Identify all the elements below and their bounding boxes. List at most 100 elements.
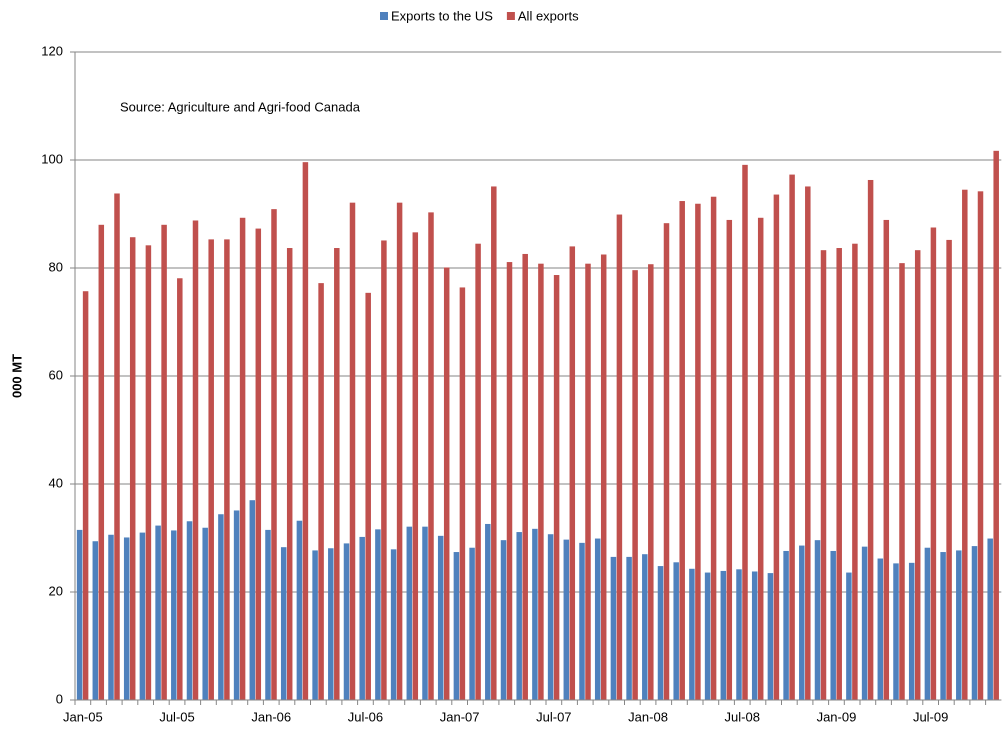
bar — [689, 568, 695, 700]
bar — [585, 263, 591, 700]
bar — [202, 527, 208, 700]
x-tick-label: Jan-06 — [251, 709, 291, 724]
bar — [767, 573, 774, 700]
bar — [877, 558, 884, 700]
bar — [861, 546, 868, 700]
bar — [773, 194, 780, 700]
bar — [626, 556, 632, 700]
bar — [365, 292, 371, 700]
y-tick-label: 120 — [41, 43, 63, 58]
bar — [805, 186, 811, 700]
bar — [349, 202, 356, 700]
bar — [726, 219, 733, 700]
bar — [789, 174, 795, 700]
bar — [940, 552, 946, 700]
bar — [594, 538, 601, 700]
bar — [836, 248, 842, 700]
bar — [710, 196, 717, 700]
bar — [720, 570, 727, 700]
bar — [914, 250, 921, 700]
bar — [799, 545, 805, 700]
bar — [751, 571, 758, 700]
bar — [516, 532, 522, 700]
bar — [437, 535, 444, 700]
bar — [396, 202, 403, 700]
x-tick-label: Jul-09 — [913, 709, 948, 724]
bar — [783, 550, 789, 700]
bar — [177, 278, 183, 700]
bar — [579, 542, 585, 700]
bar — [924, 547, 931, 700]
y-tick-label: 40 — [49, 475, 63, 490]
bar — [161, 224, 167, 701]
bar — [312, 550, 318, 700]
bar — [92, 541, 99, 700]
x-tick-label: Jan-09 — [817, 709, 857, 724]
x-tick-label: Jul-08 — [725, 709, 760, 724]
bar — [280, 547, 287, 700]
bar — [506, 262, 513, 700]
bar — [846, 572, 852, 700]
bar — [381, 240, 387, 700]
bar — [742, 164, 748, 701]
bar — [569, 246, 576, 700]
bar — [893, 563, 899, 700]
bar — [962, 189, 968, 700]
bar — [453, 552, 460, 700]
bar — [899, 263, 905, 700]
bar — [475, 243, 481, 700]
bar — [820, 250, 827, 700]
bar — [663, 223, 670, 700]
bar — [76, 529, 83, 700]
bar — [114, 193, 120, 701]
bar — [98, 224, 105, 701]
bar — [412, 232, 419, 701]
bar — [553, 275, 560, 700]
bar — [406, 526, 413, 700]
bar — [328, 548, 334, 700]
bar — [129, 237, 136, 700]
bar — [491, 186, 497, 700]
bar — [757, 217, 764, 700]
annotation: Source: Agriculture and Agri-food Canada — [120, 99, 361, 114]
bar — [459, 287, 466, 700]
legend-swatch — [380, 12, 388, 20]
bar — [642, 554, 648, 700]
bar — [249, 500, 256, 700]
bar — [145, 245, 152, 700]
bar — [648, 264, 654, 700]
bar — [286, 248, 293, 700]
bar — [428, 212, 434, 700]
bar — [616, 214, 623, 701]
bar — [500, 540, 507, 700]
bar — [485, 523, 491, 700]
bar — [218, 514, 224, 700]
bar — [233, 510, 240, 700]
bar — [186, 521, 193, 700]
bar — [155, 525, 161, 700]
bar — [610, 556, 617, 700]
y-tick-label: 60 — [49, 367, 63, 382]
bar — [563, 539, 570, 700]
bar — [390, 549, 397, 700]
bar — [977, 191, 984, 700]
bar — [987, 538, 993, 700]
bar — [255, 228, 262, 700]
bar — [82, 291, 89, 700]
bar — [679, 201, 685, 701]
bar — [108, 534, 114, 700]
bar — [830, 550, 836, 700]
bar — [532, 528, 538, 700]
bar — [334, 248, 340, 700]
bar — [946, 239, 952, 701]
bar — [993, 150, 999, 700]
bar — [600, 254, 607, 700]
bar — [318, 283, 324, 700]
bar — [469, 547, 475, 700]
bar — [695, 203, 701, 701]
bar — [139, 532, 146, 700]
bar — [883, 219, 890, 700]
x-tick-label: Jan-08 — [628, 709, 668, 724]
x-tick-label: Jan-05 — [63, 709, 103, 724]
